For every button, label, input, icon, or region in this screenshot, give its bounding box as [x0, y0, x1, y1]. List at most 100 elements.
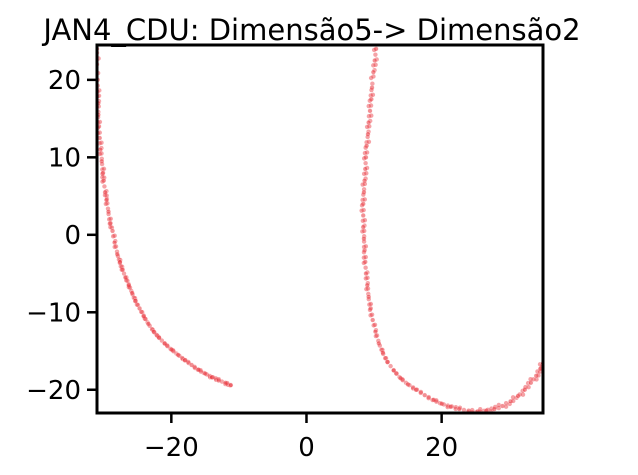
- data-point: [108, 220, 113, 226]
- data-point: [189, 362, 195, 368]
- data-point: [204, 372, 210, 377]
- data-point: [112, 233, 117, 238]
- data-point: [371, 63, 376, 68]
- data-point: [125, 278, 130, 283]
- data-point: [371, 47, 377, 53]
- data-point: [391, 367, 397, 373]
- data-point: [99, 161, 105, 167]
- x-tick-label: −20: [144, 433, 199, 463]
- data-point: [156, 335, 162, 340]
- y-tick-label: −10: [26, 298, 81, 328]
- data-point: [364, 150, 370, 155]
- data-point: [115, 253, 121, 259]
- data-point: [367, 302, 372, 307]
- data-point: [119, 267, 124, 272]
- data-point: [364, 282, 370, 288]
- data-point: [362, 178, 368, 184]
- data-point: [97, 147, 103, 153]
- data-point: [388, 363, 393, 369]
- data-point: [456, 406, 462, 412]
- data-point: [371, 323, 376, 328]
- data-point: [533, 373, 539, 379]
- data-point: [361, 250, 367, 255]
- data-point: [359, 203, 365, 208]
- data-point: [373, 333, 379, 339]
- data-point: [371, 74, 376, 79]
- data-point: [365, 134, 370, 140]
- data-point: [362, 247, 368, 253]
- data-point: [380, 350, 386, 356]
- data-point: [361, 207, 366, 213]
- data-point: [373, 46, 379, 52]
- data-point: [134, 302, 140, 307]
- data-point: [364, 286, 369, 292]
- data-point: [228, 382, 234, 388]
- plot-frame: [95, 43, 545, 415]
- data-point: [108, 216, 113, 221]
- data-point: [536, 373, 541, 378]
- data-point: [362, 218, 368, 223]
- data-points: [97, 46, 543, 413]
- data-point: [133, 299, 138, 304]
- data-point: [400, 377, 405, 383]
- data-point: [117, 259, 123, 265]
- data-point: [485, 407, 491, 413]
- data-point: [366, 139, 372, 144]
- data-point: [102, 184, 107, 189]
- data-point: [520, 392, 526, 397]
- data-point: [367, 124, 372, 129]
- data-point: [526, 385, 531, 390]
- data-point: [517, 392, 522, 397]
- data-point: [126, 282, 132, 288]
- data-point: [373, 52, 378, 57]
- data-point: [120, 267, 126, 273]
- data-point: [97, 130, 102, 135]
- data-point: [112, 240, 118, 246]
- data-point: [122, 274, 128, 280]
- data-point: [400, 377, 405, 382]
- data-point: [143, 316, 148, 322]
- data-point: [186, 359, 191, 365]
- data-point: [363, 271, 369, 276]
- data-point: [373, 62, 378, 67]
- data-point: [360, 201, 366, 207]
- data-point: [449, 404, 455, 409]
- data-point: [368, 305, 374, 311]
- data-point: [102, 192, 108, 198]
- data-point: [453, 404, 458, 410]
- data-point: [361, 239, 367, 244]
- data-point: [222, 380, 228, 386]
- data-point: [363, 154, 369, 160]
- data-point: [531, 377, 536, 382]
- data-point: [141, 313, 147, 319]
- data-point: [376, 340, 382, 346]
- data-point: [170, 348, 176, 353]
- data-point: [110, 234, 116, 239]
- data-point: [372, 329, 378, 335]
- data-point: [364, 143, 370, 149]
- data-point: [140, 310, 145, 315]
- data-point: [426, 396, 431, 401]
- data-point: [362, 259, 368, 265]
- data-point: [405, 381, 411, 387]
- data-point: [362, 181, 368, 187]
- y-tick-label: −20: [26, 376, 81, 406]
- data-point: [366, 103, 371, 109]
- data-point: [407, 383, 412, 388]
- data-point: [439, 401, 445, 407]
- data-point: [99, 140, 104, 145]
- data-point: [385, 359, 391, 365]
- data-point: [102, 189, 108, 195]
- data-point: [414, 387, 420, 392]
- data-point: [496, 405, 502, 411]
- data-point: [434, 399, 439, 404]
- data-point: [426, 394, 431, 400]
- data-point: [361, 192, 366, 197]
- data-point: [441, 402, 447, 407]
- data-point: [368, 75, 374, 81]
- data-point: [361, 156, 367, 161]
- data-point: [492, 404, 498, 410]
- data-point: [112, 244, 117, 250]
- data-point: [361, 260, 367, 266]
- data-point: [164, 343, 170, 348]
